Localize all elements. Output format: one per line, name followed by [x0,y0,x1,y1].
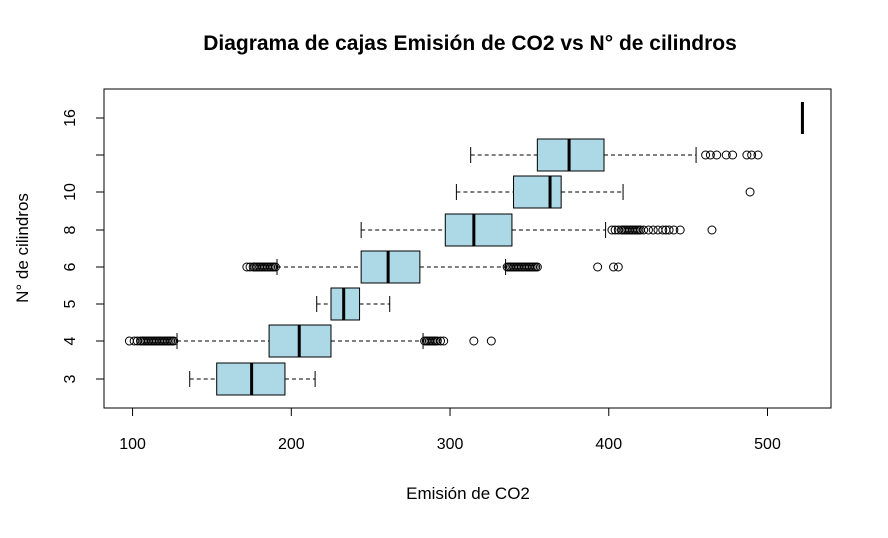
box-iqr [444,213,513,247]
x-axis-title: Emisión de CO2 [406,484,530,503]
box-series [124,102,804,396]
outlier-point [609,262,619,272]
outlier-point [658,225,668,235]
outlier-point [728,150,738,160]
y-tick-label: 16 [62,109,79,127]
y-tick-label: 5 [62,299,79,308]
y-axis-title: N° de cilindros [13,193,32,303]
outlier-point [753,150,763,160]
outlier-point [745,187,755,197]
box-group [470,138,763,172]
y-tick-label: 8 [62,225,79,234]
outlier-point [705,150,715,160]
outlier-point [675,225,685,235]
box-group [316,287,391,321]
box-group [242,250,623,284]
outlier-point [436,336,446,346]
outlier-point [532,262,542,272]
outlier-point [669,225,679,235]
box-iqr [330,287,361,321]
outlier-point [742,150,752,160]
y-tick-label: 4 [62,336,79,345]
box-group [189,362,316,396]
outlier-point [593,262,603,272]
outlier-point [613,262,623,272]
box-iqr [513,175,562,209]
outlier-point [607,225,617,235]
outlier-point [439,336,449,346]
outlier-point [432,336,442,346]
y-tick-label: 3 [62,374,79,383]
outlier-point [486,336,496,346]
y-tick-label: 6 [62,262,79,271]
chart-title: Diagrama de cajas Emisión de CO2 vs N° d… [203,32,737,55]
outlier-point [469,336,479,346]
x-tick-label: 500 [754,436,781,453]
x-tick-label: 200 [278,436,305,453]
outlier-point [664,225,674,235]
outlier-point [712,150,722,160]
outlier-point [653,225,663,235]
box-iqr [360,250,421,284]
x-tick-label: 300 [437,436,464,453]
outlier-point [701,150,711,160]
box-group [124,324,496,358]
outlier-point [648,225,658,235]
plot-frame [103,88,832,409]
box-group [360,213,717,247]
outlier-point [124,336,134,346]
outlier-point [270,262,280,272]
outlier-point [707,225,717,235]
outlier-point [643,225,653,235]
x-tick-label: 400 [595,436,622,453]
x-tick-label: 100 [119,436,146,453]
outlier-point [639,225,649,235]
outlier-point [169,336,179,346]
outlier-point [721,150,731,160]
box-iqr [536,138,605,172]
outlier-point [747,150,757,160]
y-axis: 3 4 5 6 8 10 16 [62,109,105,383]
x-axis: 100 200 300 400 500 [119,407,781,453]
y-tick-label: 10 [62,183,79,201]
box-group [455,175,755,209]
